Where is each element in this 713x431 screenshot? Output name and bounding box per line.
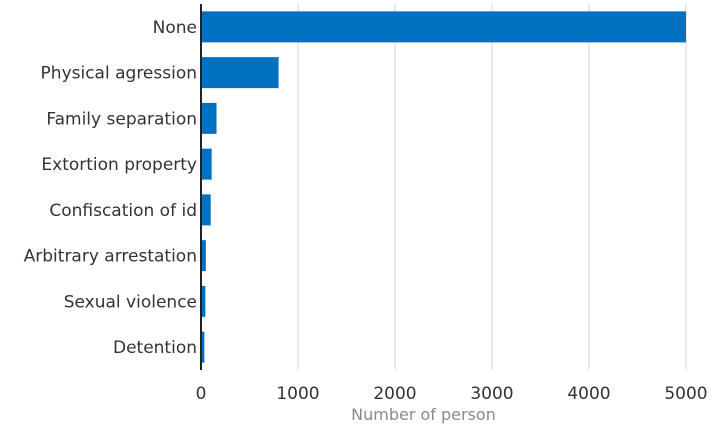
category-label: Confiscation of id [49,201,197,221]
bar [201,102,217,134]
category-label: None [153,18,197,38]
category-labels: None Physical agression Family separation E… [24,18,197,358]
bar [201,331,205,363]
bar [201,57,279,89]
x-tick-labels: 0 1000 2000 3000 4000 5000 [196,384,708,404]
category-label: Extortion property [41,155,197,175]
x-axis-title: Number of person [351,405,496,424]
x-tick-label: 0 [196,384,207,404]
x-tick-label: 3000 [470,384,513,404]
bar [201,285,206,317]
category-label: Family separation [46,109,197,129]
x-tick-label: 1000 [276,384,319,404]
bars [201,11,686,363]
bar [201,148,212,180]
bar [201,11,686,43]
x-tick-label: 5000 [664,384,707,404]
category-label: Sexual violence [64,292,197,312]
category-label: Arbitrary arrestation [24,247,197,267]
bar [201,240,206,272]
category-label: Physical agression [41,64,197,84]
x-tick-label: 2000 [373,384,416,404]
gridlines [297,4,687,370]
bar [201,194,211,226]
x-tick-label: 4000 [567,384,610,404]
category-label: Detention [113,338,197,358]
